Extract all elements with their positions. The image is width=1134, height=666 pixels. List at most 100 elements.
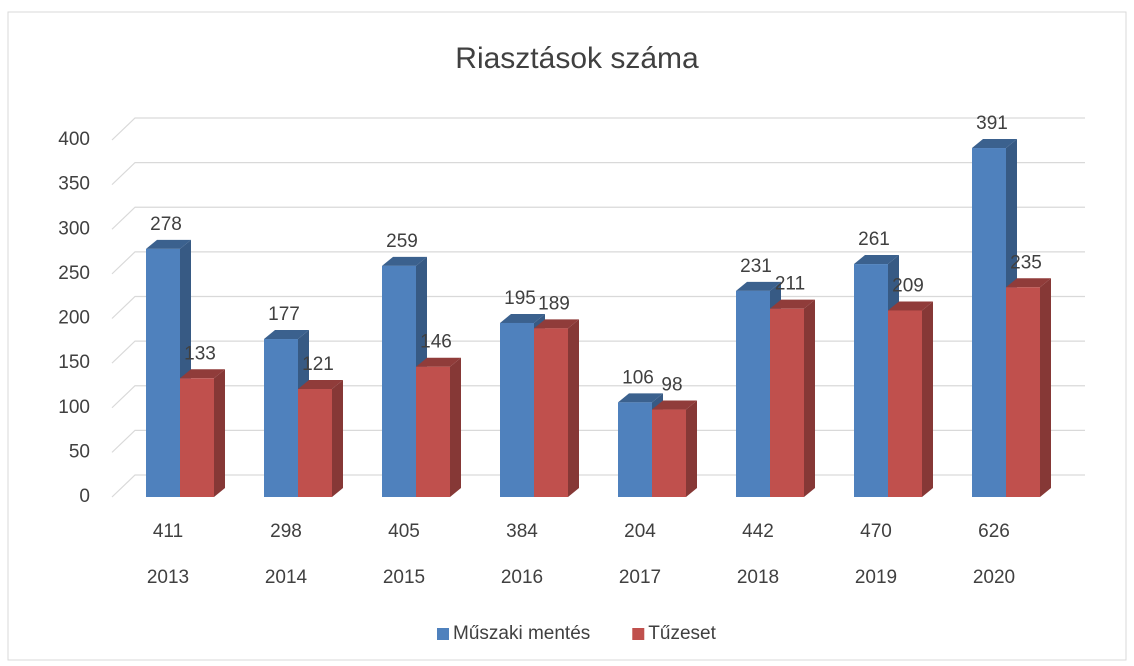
- bar-top: [736, 281, 781, 291]
- y-tick-label: 100: [58, 397, 90, 418]
- chart-title: Riasztások száma: [455, 42, 699, 75]
- bar-front: [534, 328, 568, 497]
- bar-front: [972, 148, 1006, 497]
- grid-line: [111, 162, 1085, 186]
- value-label: 106: [622, 367, 654, 388]
- legend-label: Tűzeset: [648, 623, 716, 644]
- y-tick-label: 250: [58, 263, 90, 284]
- bar-front: [264, 339, 298, 497]
- bar: [770, 299, 815, 497]
- bar-front: [770, 308, 804, 497]
- bar-front: [382, 265, 416, 497]
- value-label: 211: [775, 274, 805, 295]
- x-tick-label: 2018: [737, 567, 779, 588]
- bar-top: [500, 313, 545, 323]
- bar-top: [854, 255, 899, 265]
- bar: [888, 301, 933, 497]
- bar-top: [1006, 278, 1051, 288]
- bar: [180, 369, 225, 497]
- bar-top: [180, 369, 225, 379]
- grid-line: [111, 117, 1085, 141]
- legend-swatch: [632, 628, 645, 640]
- x-tick-label: 2017: [619, 567, 661, 588]
- category-total: 470: [860, 521, 892, 542]
- bar-side: [332, 380, 343, 497]
- bar: [972, 139, 1017, 497]
- bar-top: [382, 256, 427, 266]
- bar-top: [888, 301, 933, 311]
- x-tick-label: 2013: [147, 567, 189, 588]
- y-tick-label: 0: [79, 486, 90, 507]
- value-label: 146: [420, 332, 452, 353]
- bar-side: [214, 369, 225, 497]
- grid-line: [111, 206, 1085, 230]
- bar-front: [180, 378, 214, 497]
- bar-side: [1040, 278, 1051, 497]
- value-label: 391: [976, 113, 1008, 134]
- bar-top: [618, 393, 663, 403]
- bar-front: [736, 290, 770, 497]
- bar: [416, 357, 461, 497]
- y-tick-label: 200: [58, 308, 90, 329]
- bar-front: [652, 409, 686, 497]
- grid-line: [111, 251, 1085, 275]
- category-total: 626: [978, 521, 1010, 542]
- y-tick-label: 300: [58, 218, 90, 239]
- bar-top: [770, 299, 815, 309]
- x-tick-label: 2014: [265, 567, 308, 588]
- value-label: 195: [504, 288, 536, 309]
- bar-front: [416, 366, 450, 497]
- value-label: 177: [268, 304, 300, 325]
- bar-front: [146, 248, 180, 497]
- bar-top: [416, 357, 461, 367]
- y-tick-label: 400: [58, 129, 90, 150]
- category-total: 204: [624, 521, 656, 542]
- y-tick-label: 50: [69, 441, 90, 462]
- value-label: 231: [740, 256, 772, 277]
- value-label: 98: [661, 375, 682, 396]
- x-tick-label: 2015: [383, 567, 425, 588]
- x-tick-label: 2019: [855, 567, 897, 588]
- bar-top: [264, 330, 309, 340]
- category-total: 405: [388, 521, 420, 542]
- bar-front: [854, 264, 888, 497]
- bar-side: [686, 400, 697, 497]
- bar-top: [146, 239, 191, 249]
- value-label: 278: [150, 214, 182, 235]
- bar-top: [972, 139, 1017, 149]
- bar-top: [534, 319, 579, 329]
- x-tick-label: 2020: [973, 567, 1015, 588]
- value-label: 261: [858, 229, 890, 250]
- bar-side: [804, 299, 815, 497]
- y-tick-label: 350: [58, 174, 90, 195]
- bar-front: [1006, 287, 1040, 497]
- category-total: 298: [270, 521, 302, 542]
- bar: [534, 319, 579, 497]
- bar-front: [888, 310, 922, 497]
- bar-top: [298, 380, 343, 390]
- value-label: 133: [184, 343, 216, 364]
- value-label: 209: [892, 275, 924, 296]
- legend-swatch: [437, 628, 449, 640]
- bar-side: [450, 357, 461, 497]
- category-total: 442: [742, 521, 774, 542]
- bar-front: [500, 322, 534, 497]
- bar: [298, 380, 343, 497]
- bar-front: [618, 402, 652, 497]
- bar-side: [568, 319, 579, 497]
- value-label: 121: [302, 354, 334, 375]
- x-tick-label: 2016: [501, 567, 543, 588]
- bar: [652, 400, 697, 497]
- category-total: 411: [153, 521, 183, 542]
- y-tick-label: 150: [58, 352, 90, 373]
- bar-top: [652, 400, 697, 410]
- value-label: 259: [386, 231, 418, 252]
- category-total: 384: [506, 521, 538, 542]
- legend-label: Műszaki mentés: [453, 623, 590, 644]
- value-label: 189: [538, 293, 570, 314]
- bar: [1006, 278, 1051, 497]
- bar-front: [298, 389, 332, 497]
- bar-side: [922, 301, 933, 497]
